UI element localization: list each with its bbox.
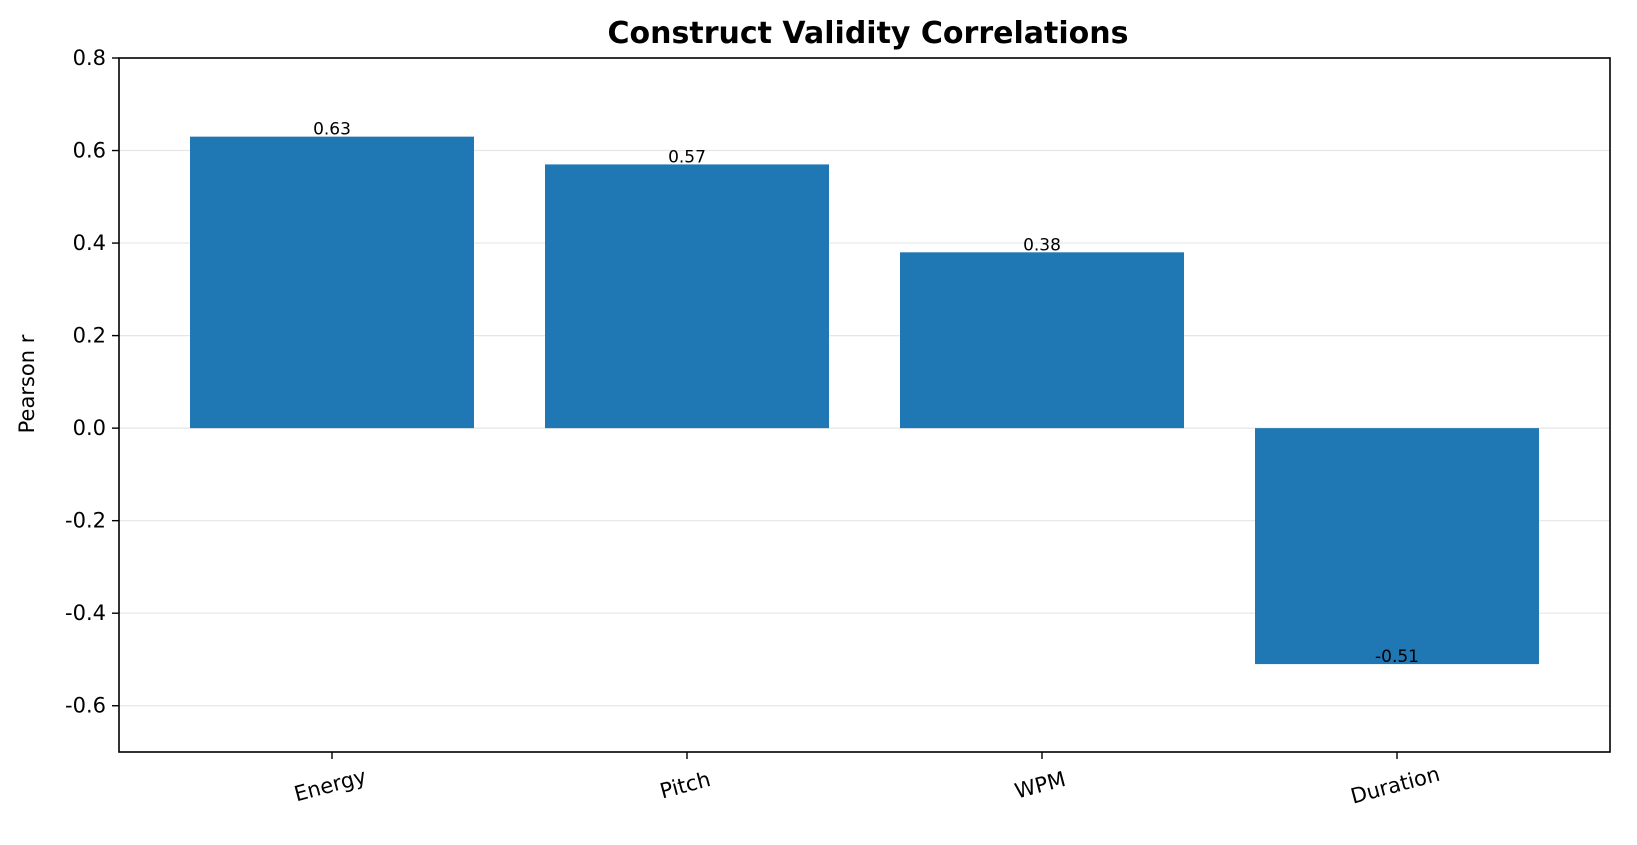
bar-value-label: -0.51	[1375, 647, 1419, 667]
y-tick-label: 0.0	[73, 416, 106, 440]
y-tick-label: 0.6	[73, 139, 106, 163]
y-tick-label: -0.4	[65, 601, 106, 625]
x-tick-label: Duration	[1348, 762, 1442, 809]
bar-wpm	[900, 252, 1184, 429]
bar-value-label: 0.38	[1023, 235, 1061, 255]
y-tick-label: 0.8	[73, 46, 106, 70]
chart-title: Construct Validity Correlations	[608, 16, 1129, 51]
x-tick-label: WPM	[1012, 767, 1068, 804]
y-axis-ticks: -0.6 -0.4 -0.2 0.0 0.2 0.4 0.6 0.8	[65, 46, 119, 718]
bar-duration	[1255, 428, 1539, 665]
y-tick-label: 0.4	[73, 231, 106, 255]
x-axis-ticks: Energy Pitch WPM Duration	[292, 752, 1442, 809]
bar-value-label: 0.57	[668, 147, 706, 167]
y-tick-label: -0.6	[65, 694, 106, 718]
x-tick-label: Pitch	[657, 767, 713, 803]
x-tick-label: Energy	[292, 764, 369, 806]
bar-energy	[190, 136, 474, 429]
bar-pitch	[545, 164, 829, 429]
y-tick-label: -0.2	[65, 509, 106, 533]
bars	[190, 136, 1539, 665]
plot-frame	[118, 57, 1611, 753]
y-axis-label: Pearson r	[15, 334, 39, 433]
y-tick-label: 0.2	[73, 324, 106, 348]
bar-value-label: 0.63	[313, 120, 351, 140]
bar-value-labels: 0.63 0.57 0.38 -0.51	[313, 120, 1419, 667]
